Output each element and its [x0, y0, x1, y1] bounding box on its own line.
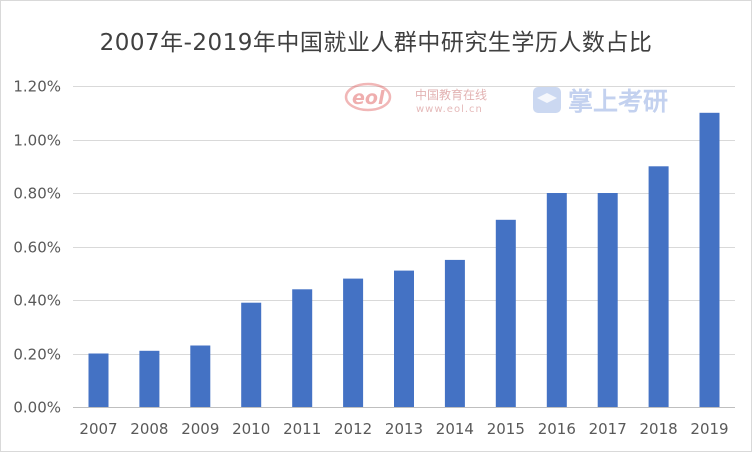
- bar-2014: [444, 259, 465, 407]
- cap-shape: [537, 93, 557, 103]
- x-tick-label: 2015: [487, 420, 525, 438]
- eol-url-text: www.eol.cn: [416, 104, 483, 115]
- x-tick-label: 2008: [130, 420, 168, 438]
- x-tick-label: 2013: [385, 420, 423, 438]
- x-tick-label: 2017: [589, 420, 627, 438]
- eol-logo-text: eol: [352, 87, 385, 109]
- x-tick-label: 2018: [640, 420, 678, 438]
- bar-2013: [394, 270, 414, 407]
- eol-cn-text: 中国教育在线: [415, 87, 487, 102]
- y-tick-label: 1.00%: [13, 132, 61, 150]
- eol-logo-icon: [344, 82, 392, 112]
- y-tick-label: 0.80%: [13, 185, 61, 203]
- x-tick-label: 2019: [690, 420, 728, 438]
- bar-2018: [648, 166, 669, 408]
- y-tick-label: 1.20%: [13, 78, 61, 96]
- bar-2008: [139, 350, 160, 407]
- y-tick-label: 0.40%: [13, 292, 61, 310]
- y-tick-label: 0.20%: [13, 346, 61, 364]
- bar-2015: [495, 219, 516, 408]
- x-tick-label: 2012: [334, 420, 372, 438]
- bar-2010: [241, 302, 262, 407]
- x-tick-label: 2014: [436, 420, 474, 438]
- eol-watermark: eol 中国教育在线 www.eol.cn: [344, 82, 487, 115]
- bar-2007: [88, 353, 109, 407]
- bar-2019: [699, 112, 720, 408]
- bar-2011: [292, 289, 313, 407]
- x-tick-label: 2007: [79, 420, 117, 438]
- x-tick-label: 2010: [232, 420, 270, 438]
- x-tick-label: 2009: [181, 420, 219, 438]
- axes: 0.00% 0.20% 0.40% 0.60% 0.80% 1.00% 1.20% 2007 2…: [13, 78, 735, 438]
- bar-2017: [597, 193, 618, 407]
- bars: [88, 112, 720, 408]
- x-tick-label: 2011: [283, 420, 321, 438]
- zsky-watermark: 掌上考研: [533, 87, 668, 116]
- x-tick-label: 2016: [538, 420, 576, 438]
- bar-2012: [343, 278, 364, 407]
- y-tick-label: 0.00%: [13, 399, 61, 417]
- zsky-text: 掌上考研: [568, 87, 668, 116]
- chart-title: 2007年-2019年中国就业人群中研究生学历人数占比: [99, 30, 653, 56]
- y-tick-label: 0.60%: [13, 239, 61, 257]
- bar-2016: [546, 193, 567, 407]
- bar-2009: [190, 345, 211, 407]
- watermarks: eol 中国教育在线 www.eol.cn 掌上考研: [344, 82, 668, 116]
